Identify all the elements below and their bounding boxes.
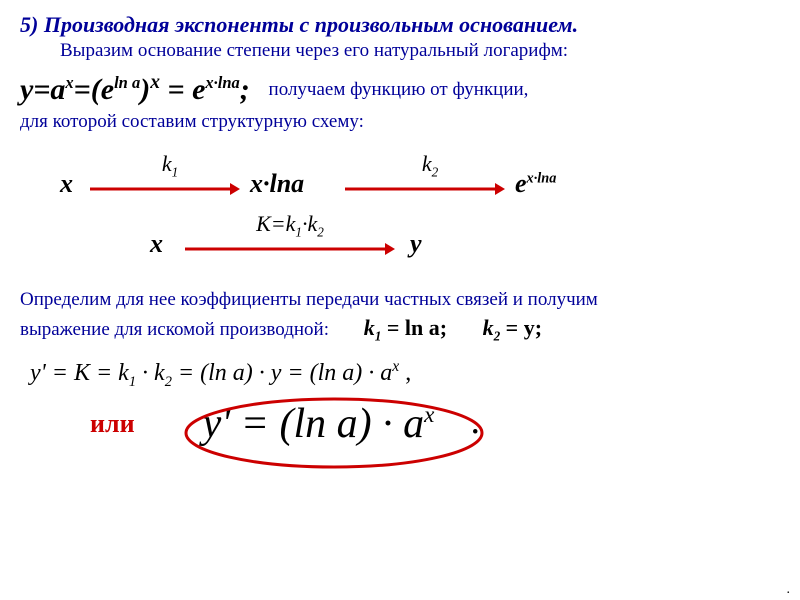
diagram-K-label: K=k1·k2	[200, 211, 380, 240]
diagram-k1-label: k1	[120, 151, 220, 180]
k2-value: k2 = y;	[483, 315, 542, 340]
diagram-mid: x·lna	[250, 169, 304, 199]
arrow-2	[345, 181, 505, 197]
below-comment: для которой составим структурную схему:	[20, 111, 780, 133]
determine-line: Определим для нее коэффициенты передачи …	[20, 289, 780, 311]
formula-exp4: x·lna	[205, 73, 239, 92]
main-formula: y=ax=(eln a)x = ex·lna;	[20, 72, 250, 107]
section-title: 5) Производная экспоненты с произвольным…	[20, 12, 780, 38]
diagram-out: ex·lna	[515, 169, 556, 199]
coeffs-line: выражение для искомой производной: k1 = …	[20, 315, 780, 344]
formula-end: ;	[240, 73, 250, 106]
formula-exp2: ln a	[114, 73, 140, 92]
diagram-k2-label: k2	[370, 151, 490, 180]
formula-lhs: y=a	[20, 73, 65, 106]
formula-exp1: x	[65, 73, 73, 92]
arrow-1	[90, 181, 240, 197]
diagram-x2: x	[150, 229, 163, 259]
structure-diagram: x k1 x·lna k2 ex·lna x K=k1·k2 y	[50, 151, 780, 281]
final-row: или y' = (ln a) · ax .	[90, 399, 780, 449]
or-word: или	[90, 409, 135, 439]
formula-exp3: x	[150, 72, 160, 93]
expr-label: выражение для искомой производной:	[20, 319, 329, 340]
final-period: .	[470, 399, 480, 449]
corner-dot: .	[787, 582, 791, 598]
main-formula-line: y=ax=(eln a)x = ex·lna; получаем функцию…	[20, 72, 780, 107]
formula-close: )	[140, 73, 150, 106]
diagram-x1: x	[60, 169, 73, 199]
final-formula: y' = (ln a) · ax	[185, 397, 453, 451]
final-formula-box: y' = (ln a) · ax	[185, 400, 453, 448]
formula-eq1: =(e	[74, 73, 114, 106]
formula-eq2: = e	[160, 73, 205, 106]
arrow-3	[185, 241, 395, 257]
diagram-y: y	[410, 229, 422, 259]
derivation-formula: y' = K = k1 · k2 = (ln a) · y = (ln a) ·…	[30, 358, 780, 391]
k1-value: k1 = ln a;	[364, 315, 453, 340]
inline-comment: получаем функцию от функции,	[269, 79, 529, 101]
section-subtitle: Выразим основание степени через его нату…	[60, 40, 780, 62]
